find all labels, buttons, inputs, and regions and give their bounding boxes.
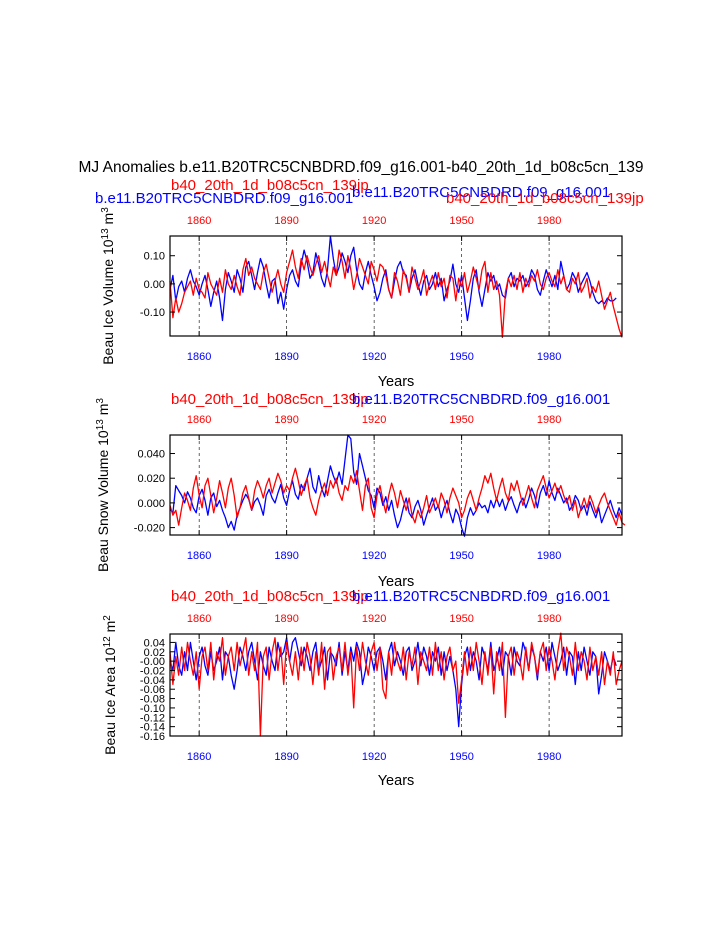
- x-tick-label-bottom: 1920: [362, 351, 386, 363]
- series-line-red: [169, 467, 626, 526]
- x-tick-label-bottom: 1950: [449, 351, 473, 363]
- x-tick-label-top: 1950: [449, 414, 473, 426]
- x-axis-title: Years: [378, 574, 415, 590]
- y-axis-title-part: m: [102, 621, 118, 637]
- run-label-blue: b.e11.B20TRC5CNBDRD.f09_g16.001: [352, 588, 610, 605]
- x-tick-label-top: 1890: [274, 414, 298, 426]
- chart-snow-volume: 0.040 0.020 0.000 -0.020 1860 1860 1890 1890 192…: [95, 391, 626, 590]
- y-axis-title-part: Beau Snow Volume 10: [95, 430, 111, 572]
- run-label-red: b40_20th_1d_b08c5cn_139jp: [171, 391, 369, 408]
- y-tick-label: 0.020: [137, 473, 165, 485]
- x-tick-label-top: 1950: [449, 215, 473, 227]
- y-tick-label: -0.04: [140, 675, 165, 687]
- figure-title: MJ Anomalies b.e11.B20TRC5CNBDRD.f09_g16…: [79, 159, 644, 176]
- y-axis-title-exponent: 3: [95, 398, 106, 404]
- x-tick-label-top: 1980: [537, 613, 561, 625]
- y-tick-label: -0.14: [140, 722, 165, 734]
- run-label-red: b40_20th_1d_b08c5cn_139jp: [171, 588, 369, 605]
- x-tick-label-top: 1950: [449, 613, 473, 625]
- run-label-red: b40_20th_1d_b08c5cn_139jp: [171, 177, 369, 194]
- y-tick-label: -0.10: [140, 703, 165, 715]
- y-tick-label: -0.10: [140, 307, 165, 319]
- y-axis-title-exponent: 13: [100, 228, 111, 240]
- x-tick-label-top: 1920: [362, 215, 386, 227]
- run-label-blue: b.e11.B20TRC5CNBDRD.f09_g16.001: [352, 391, 610, 408]
- x-tick-label-top: 1920: [362, 613, 386, 625]
- y-tick-label: 0.04: [144, 637, 165, 649]
- y-tick-label: -0.06: [140, 684, 165, 696]
- x-tick-label-bottom: 1890: [274, 550, 298, 562]
- y-tick-label: -0.020: [134, 523, 165, 535]
- series-line-red: [169, 249, 623, 339]
- x-axis-title: Years: [378, 374, 415, 390]
- chart-ice-volume: 0.10 0.00 -0.10 1860 1860 1890 1890 1920 1920 195…: [95, 177, 644, 390]
- y-tick-label: -0.02: [140, 665, 165, 677]
- y-tick-label: -0.16: [140, 731, 165, 743]
- y-tick-label: -0.00: [140, 656, 165, 668]
- x-tick-label-bottom: 1860: [187, 550, 211, 562]
- run-label-blue: b.e11.B20TRC5CNBDRD.f09_g16.001: [352, 184, 610, 201]
- y-tick-label: 0.040: [137, 449, 165, 461]
- y-axis-title-exponent: 2: [102, 615, 113, 621]
- y-tick-label: 0.10: [144, 251, 165, 263]
- x-tick-label-bottom: 1890: [274, 351, 298, 363]
- y-axis-title-part: Beau Ice Volume 10: [100, 239, 116, 365]
- x-tick-label-bottom: 1980: [537, 751, 561, 763]
- x-tick-label-bottom: 1950: [449, 550, 473, 562]
- x-tick-label-top: 1980: [537, 414, 561, 426]
- x-tick-label-bottom: 1950: [449, 751, 473, 763]
- x-tick-label-bottom: 1860: [187, 351, 211, 363]
- x-tick-label-bottom: 1890: [274, 751, 298, 763]
- x-axis-title: Years: [378, 773, 415, 789]
- y-tick-label: 0.000: [137, 498, 165, 510]
- series-line-blue: [169, 434, 623, 537]
- x-tick-label-top: 1860: [187, 414, 211, 426]
- x-tick-label-top: 1860: [187, 613, 211, 625]
- plot-frame: [169, 633, 623, 737]
- y-tick-label: -0.08: [140, 694, 165, 706]
- y-axis-title: Beau Ice Volume 1013 m3: [100, 207, 117, 365]
- series-line-red: [169, 632, 623, 737]
- run-label-blue: b.e11.B20TRC5CNBDRD.f09_g16.001: [95, 190, 353, 207]
- y-axis-title-part: m: [95, 404, 111, 420]
- x-tick-label-top: 1920: [362, 414, 386, 426]
- y-tick-label: -0.12: [140, 712, 165, 724]
- y-axis-title: Beau Snow Volume 1013 m3: [95, 398, 112, 572]
- plot-frame: [169, 434, 623, 536]
- y-axis-title-part: Beau Ice Area 10: [102, 647, 118, 755]
- x-tick-label-bottom: 1980: [537, 351, 561, 363]
- panels: 0.10 0.00 -0.10 1860 1860 1890 1890 1920 1920 195…: [95, 177, 644, 789]
- x-tick-label-top: 1890: [274, 215, 298, 227]
- x-tick-label-bottom: 1920: [362, 751, 386, 763]
- x-tick-label-bottom: 1980: [537, 550, 561, 562]
- x-tick-label-top: 1860: [187, 215, 211, 227]
- chart-ice-area: 0.040.02-0.00-0.02-0.04-0.06-0.08-0.10-0…: [102, 588, 623, 789]
- y-axis-title-part: m: [100, 213, 116, 229]
- plot-frame: [169, 235, 623, 337]
- y-axis-title-exponent: 3: [100, 207, 111, 213]
- y-axis-title-exponent: 12: [102, 636, 113, 648]
- y-tick-label: 0.00: [144, 279, 165, 291]
- y-axis-title: Beau Ice Area 1012 m2: [102, 615, 119, 755]
- x-tick-label-bottom: 1920: [362, 550, 386, 562]
- x-tick-label-top: 1890: [274, 613, 298, 625]
- y-tick-label: 0.02: [144, 647, 165, 659]
- run-label-red: b40_20th_1d_b08c5cn_139jp: [446, 190, 644, 207]
- x-tick-label-top: 1980: [537, 215, 561, 227]
- y-axis-title-exponent: 13: [95, 419, 106, 431]
- x-tick-label-bottom: 1860: [187, 751, 211, 763]
